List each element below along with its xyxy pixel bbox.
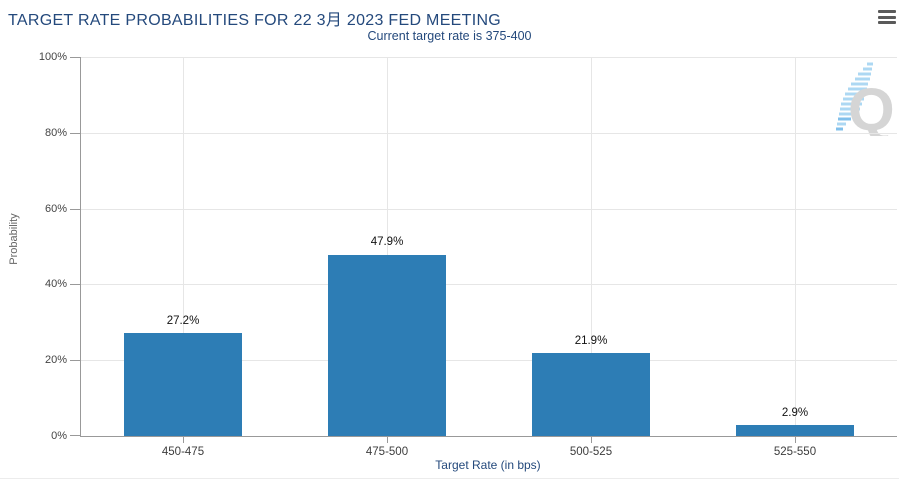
watermark-logo: Q [836,62,895,136]
y-axis-title: Probability [8,213,20,265]
y-tick-label: 40% [44,278,67,291]
x-tick-label: 525-550 [773,446,817,458]
bar-value-label: 47.9% [370,236,404,249]
chart-subtitle: Current target rate is 375-400 [367,29,532,43]
x-axis-tick [387,437,388,443]
gridline [795,57,796,436]
y-tick-label: 60% [44,202,67,215]
bar-value-label: 2.9% [781,407,809,420]
y-tick-label: 80% [44,126,67,139]
bar-475-500[interactable] [328,254,446,436]
gridline [387,57,388,436]
hamburger-bar [878,21,896,24]
bar-value-label: 27.2% [166,314,200,327]
x-axis-tick [591,437,592,443]
bar-500-525[interactable] [532,353,650,436]
hamburger-menu-icon[interactable] [878,10,896,24]
x-axis-title: Target Rate (in bps) [435,458,541,472]
gridline [81,284,897,286]
x-tick-label: 475-500 [365,446,409,458]
gridline [81,132,897,134]
y-axis-tick [70,132,80,134]
hamburger-bar [878,10,896,13]
x-axis-tick [183,437,184,443]
x-tick-label: 500-525 [569,446,613,458]
bottom-divider [0,478,899,479]
gridline [81,57,897,58]
bar-525-550[interactable] [736,425,854,436]
gridline [81,360,897,362]
bar-450-475[interactable] [124,332,242,436]
y-axis-tick [70,208,80,210]
plot-area: Q 0% 20% 40% 60% 80% 100% 27.2% 450-475 47.9% 475… [39,51,897,458]
gridline [81,208,897,210]
y-axis-tick [70,435,80,436]
y-axis-tick [70,284,80,286]
gridline [183,57,184,436]
y-axis-tick [70,360,80,362]
y-tick-label: 20% [44,354,67,367]
y-tick-label: 0% [51,430,67,442]
gridline [591,57,592,436]
bar-value-label: 21.9% [574,335,608,347]
y-tick-label: 100% [38,51,67,63]
svg-text:Q: Q [848,76,895,136]
x-tick-label: 450-475 [161,446,205,458]
hamburger-bar [878,15,896,19]
y-axis-tick [70,57,80,58]
chart-title: TARGET RATE PROBABILITIES FOR 22 3月 2023… [8,12,502,29]
x-axis-tick [795,437,796,443]
